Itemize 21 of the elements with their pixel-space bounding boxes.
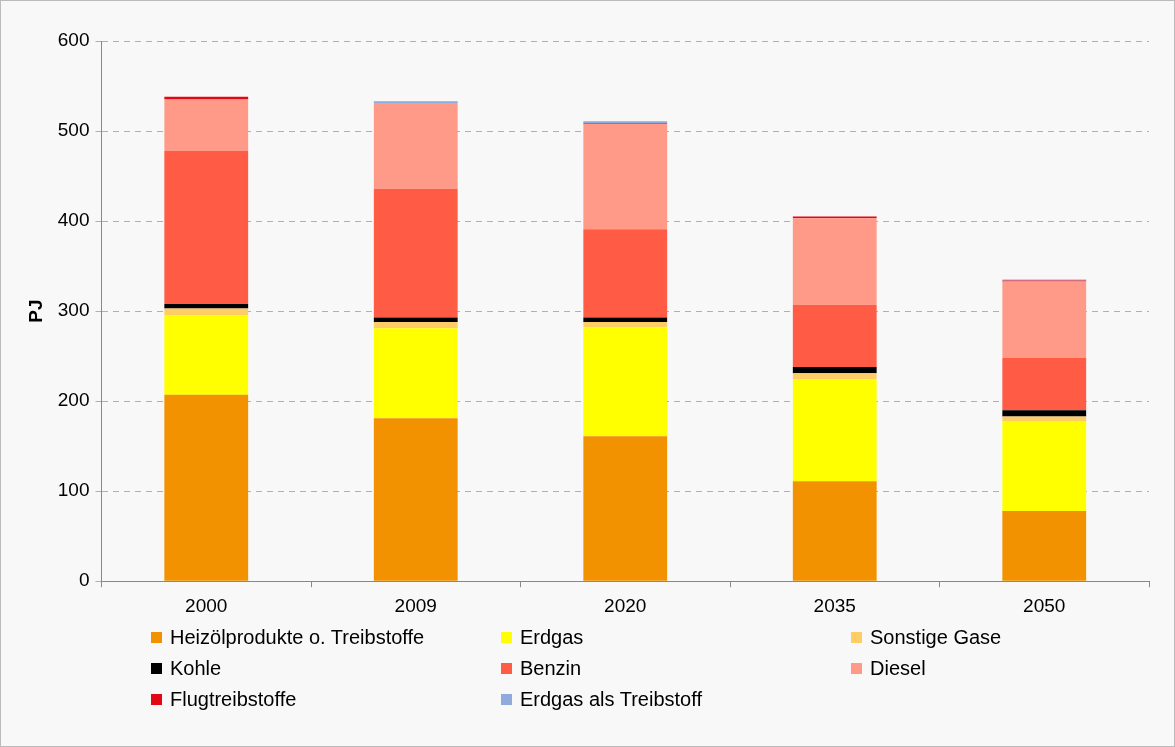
x-tick-label: 2020 (604, 594, 647, 616)
legend-label: Benzin (520, 657, 582, 680)
x-tick-label: 2050 (1023, 594, 1066, 616)
y-tick-label: 300 (57, 299, 90, 321)
legend-label: Heizölprodukte o. Treibstoffe (170, 626, 425, 649)
legend-label: Kohle (170, 657, 222, 680)
y-tick-label: 600 (57, 29, 90, 51)
x-tick-label: 2009 (394, 594, 437, 616)
y-axis-title: PJ (24, 299, 46, 323)
y-tick-label: 0 (78, 569, 90, 591)
y-tick-label: 200 (57, 389, 90, 411)
legend-label: Erdgas (520, 626, 584, 649)
legend-label: Diesel (870, 657, 926, 680)
y-tick-label: 500 (57, 119, 90, 141)
x-tick-label: 2035 (813, 594, 856, 616)
legend-label: Flugtreibstoffe (170, 688, 297, 711)
y-tick-label: 400 (57, 209, 90, 231)
x-tick-label: 2000 (185, 594, 228, 616)
y-tick-label: 100 (57, 479, 90, 501)
legend-label: Erdgas als Treibstoff (520, 688, 702, 711)
legend-label: Sonstige Gase (870, 626, 1002, 649)
